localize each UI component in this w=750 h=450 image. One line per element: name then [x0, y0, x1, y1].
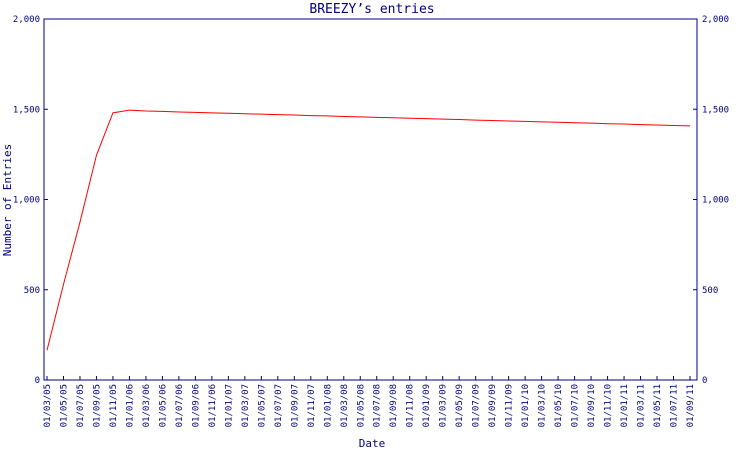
- x-tick-label: 01/03/10: [538, 384, 548, 427]
- data-line: [46, 109, 691, 351]
- x-tick-label: 01/01/08: [323, 384, 333, 427]
- x-tick-label: 01/09/11: [686, 384, 696, 427]
- y2-tick-label: 0: [702, 376, 707, 386]
- y-tick-label: 0: [35, 376, 40, 386]
- x-tick-label: 01/11/10: [604, 384, 614, 427]
- x-tick-label: 01/07/06: [175, 384, 185, 427]
- x-tick-label: 01/03/07: [241, 384, 251, 427]
- x-tick-label: 01/05/08: [356, 384, 366, 427]
- x-axis-title: Date: [359, 437, 386, 450]
- plot-frame: [43, 18, 698, 381]
- x-tick-label: 01/05/10: [554, 384, 564, 427]
- y-tick-label: 1,500: [13, 105, 40, 115]
- x-tick-label: 01/09/07: [290, 384, 300, 427]
- x-tick-label: 01/05/06: [158, 384, 168, 427]
- x-tick-label: 01/01/07: [224, 384, 234, 427]
- x-tick-label: 01/01/11: [620, 384, 630, 427]
- y-axis-title: Number of Entries: [1, 144, 14, 257]
- x-tick-label: 01/09/10: [587, 384, 597, 427]
- x-tick-label: 01/09/05: [92, 384, 102, 427]
- x-tick-label: 01/01/10: [521, 384, 531, 427]
- chart-title: BREEZY’s entries: [309, 2, 434, 17]
- x-tick-label: 01/09/06: [191, 384, 201, 427]
- x-tick-label: 01/09/08: [389, 384, 399, 427]
- x-tick-label: 01/03/08: [340, 384, 350, 427]
- x-tick-label: 01/11/05: [109, 384, 119, 427]
- y-tick-label: 2,000: [13, 15, 40, 25]
- x-tick-label: 01/05/05: [59, 384, 69, 427]
- x-tick-label: 01/01/09: [422, 384, 432, 427]
- x-tick-label: 01/11/09: [505, 384, 515, 427]
- x-tick-label: 01/05/07: [257, 384, 267, 427]
- y2-tick-label: 1,000: [702, 196, 729, 206]
- x-tick-label: 01/07/05: [76, 384, 86, 427]
- y2-tick-label: 1,500: [702, 105, 729, 115]
- x-tick-label: 01/11/07: [307, 384, 317, 427]
- x-tick-label: 01/05/11: [653, 384, 663, 427]
- x-tick-label: 01/03/11: [637, 384, 647, 427]
- x-tick-label: 01/05/09: [455, 384, 465, 427]
- x-tick-label: 01/03/06: [142, 384, 152, 427]
- y2-tick-label: 2,000: [702, 15, 729, 25]
- y2-tick-label: 500: [702, 286, 718, 296]
- x-tick-label: 01/07/11: [670, 384, 680, 427]
- x-tick-label: 01/09/09: [488, 384, 498, 427]
- x-tick-label: 01/07/08: [373, 384, 383, 427]
- x-tick-label: 01/07/10: [571, 384, 581, 427]
- x-tick-label: 01/11/08: [406, 384, 416, 427]
- x-tick-label: 01/03/05: [43, 384, 53, 427]
- x-tick-label: 01/07/09: [472, 384, 482, 427]
- y-tick-label: 1,000: [13, 196, 40, 206]
- x-tick-label: 01/11/06: [208, 384, 218, 427]
- x-tick-label: 01/03/09: [439, 384, 449, 427]
- y-tick-label: 500: [24, 286, 40, 296]
- x-tick-label: 01/07/07: [274, 384, 284, 427]
- x-tick-label: 01/01/06: [125, 384, 135, 427]
